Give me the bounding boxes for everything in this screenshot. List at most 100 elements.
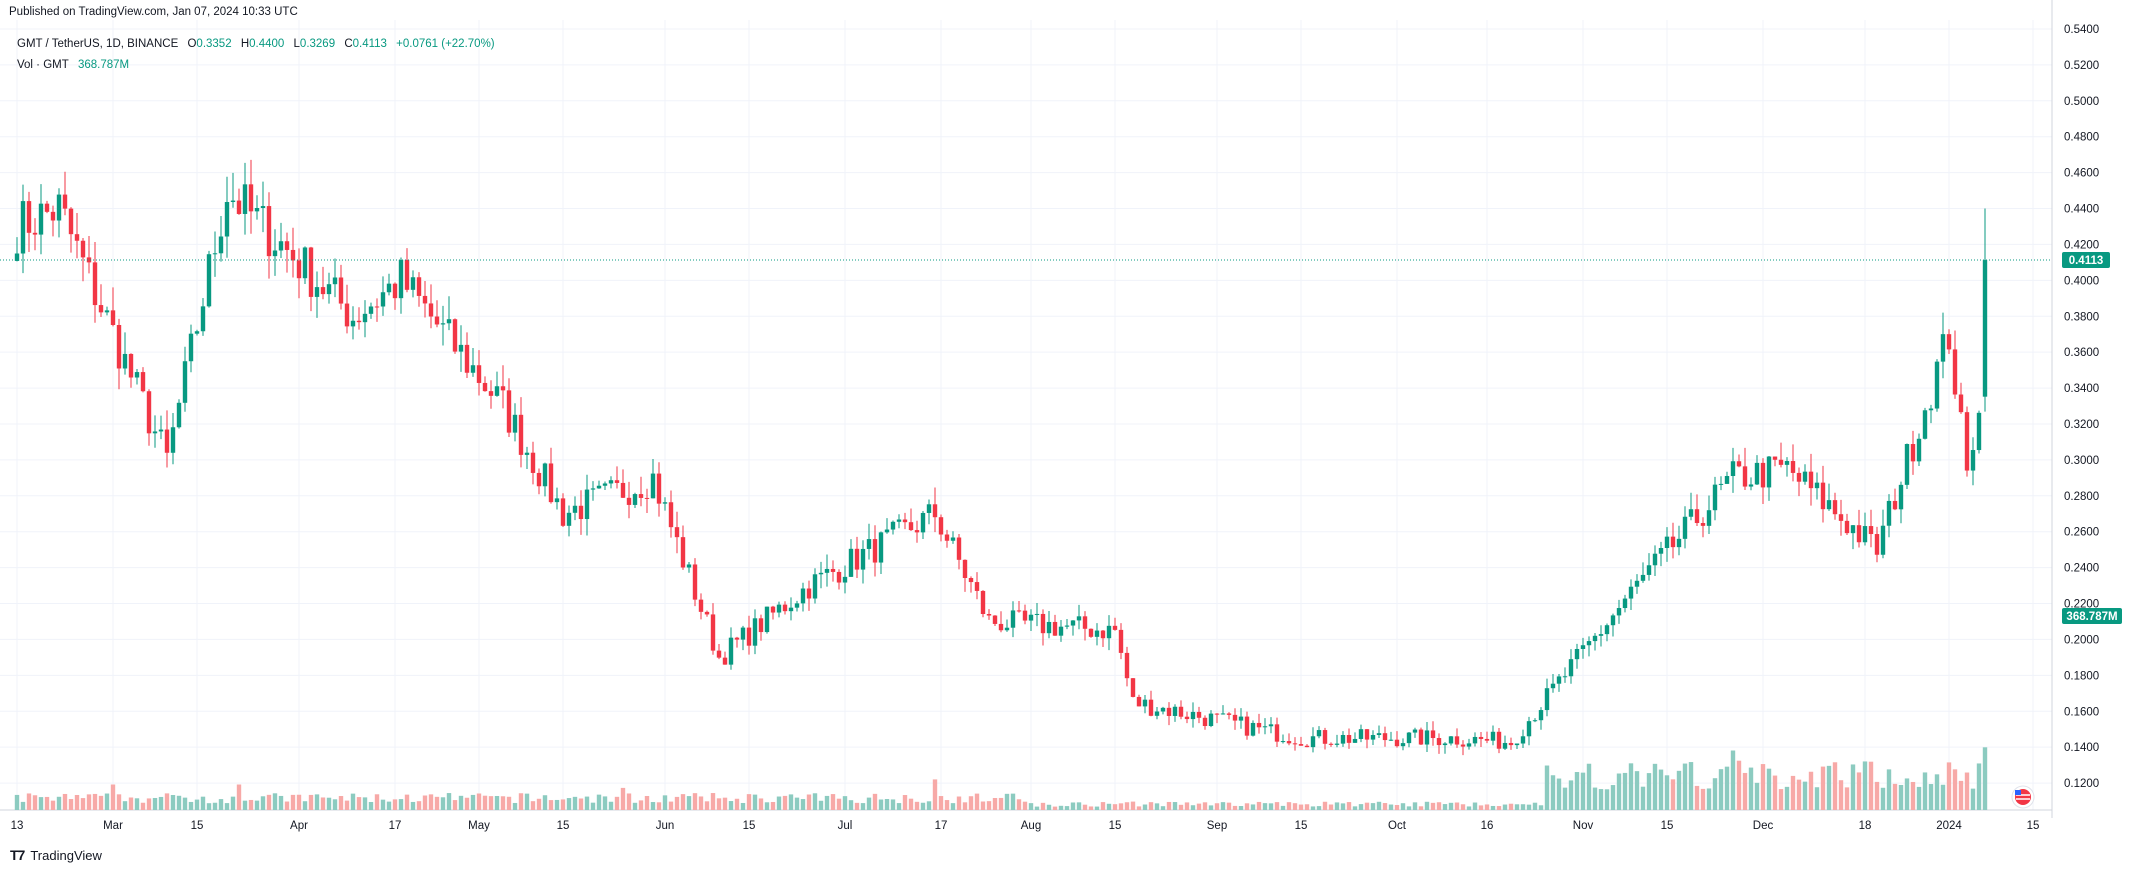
candle-body [1340, 734, 1346, 744]
volume-bar [716, 798, 722, 810]
candle-body [788, 607, 794, 612]
x-tick-label: Oct [1388, 820, 1407, 832]
candle-body [1802, 471, 1808, 482]
candle-body [686, 564, 692, 568]
candle-body [620, 482, 626, 498]
volume-bar [1664, 775, 1670, 810]
volume-bar [1892, 783, 1898, 810]
volume-bar [1478, 805, 1484, 810]
candle-body [608, 480, 614, 484]
candle-body [1076, 616, 1082, 621]
candle-body [1550, 683, 1556, 689]
candle-body [740, 627, 746, 640]
volume-value: 368.787M [77, 59, 130, 71]
candle-body [1970, 450, 1976, 471]
candle-body [1520, 736, 1526, 744]
candle-body [512, 414, 518, 433]
high-label: H [240, 38, 250, 50]
candle-body [1808, 471, 1814, 489]
volume-bar [920, 802, 926, 810]
volume-bar [224, 803, 230, 810]
x-tick-label: 17 [935, 820, 948, 832]
volume-bar [368, 801, 374, 810]
volume-bar [1118, 803, 1124, 810]
candle-body [1016, 610, 1022, 612]
volume-bar [1886, 769, 1892, 810]
volume-bar [752, 794, 758, 810]
symbol-label[interactable]: GMT / TetherUS, 1D, BINANCE [17, 38, 179, 50]
candle-body [1838, 514, 1844, 521]
volume-bar [848, 800, 854, 810]
volume-bar [110, 784, 116, 810]
candle-body [698, 599, 704, 612]
candle-body [1946, 334, 1952, 350]
volume-bar [1934, 774, 1940, 810]
volume-bar [626, 793, 632, 810]
volume-bar [92, 793, 98, 810]
candle-body [758, 618, 764, 633]
candle-body [44, 203, 50, 212]
candle-body [644, 497, 650, 499]
candle-body [506, 390, 512, 433]
volume-bar [1436, 802, 1442, 810]
candle-body [302, 247, 308, 279]
candle-body [440, 323, 446, 325]
candle-body [1358, 729, 1364, 739]
candle-body [20, 201, 26, 254]
volume-bar [440, 797, 446, 810]
candle-body [1070, 620, 1076, 626]
candle-body [860, 548, 866, 570]
candle-body [1682, 516, 1688, 539]
candle-body [590, 488, 596, 490]
volume-label[interactable]: Vol · GMT [17, 59, 69, 71]
volume-bar [1256, 801, 1262, 810]
candle-body [104, 310, 110, 313]
candle-body [1220, 713, 1226, 715]
candle-body [164, 429, 170, 453]
candle-body [962, 559, 968, 579]
candle-body [980, 590, 986, 615]
footer-brand[interactable]: T7 TradingView [10, 847, 102, 863]
volume-bar [776, 796, 782, 810]
volume-bar [308, 794, 314, 810]
volume-bar [194, 799, 200, 810]
volume-bar [1292, 803, 1298, 810]
volume-bar [1358, 804, 1364, 810]
candle-body [158, 429, 164, 432]
volume-bar [956, 796, 962, 810]
volume-bar [896, 803, 902, 810]
volume-bar [128, 797, 134, 810]
x-tick-label: 2024 [1936, 820, 1962, 832]
candle-body [200, 306, 206, 332]
candle-body [1472, 736, 1478, 744]
volume-bar [650, 802, 656, 810]
candle-body [1190, 711, 1196, 720]
volume-bar [1034, 806, 1040, 810]
candle-body [1034, 613, 1040, 615]
volume-bar [1760, 764, 1766, 810]
candle-body [662, 502, 668, 504]
candle-body [674, 527, 680, 538]
volume-bar [1688, 762, 1694, 810]
volume-bar [1274, 802, 1280, 810]
candle-body [1382, 733, 1388, 741]
candle-body [722, 657, 728, 665]
volume-bar [1226, 802, 1232, 810]
candle-body [1298, 744, 1304, 746]
candle-body [728, 637, 734, 665]
volume-bar [578, 798, 584, 810]
volume-bar [566, 798, 572, 810]
candle-body [536, 472, 542, 487]
candle-body [1850, 525, 1856, 534]
candle-body [326, 284, 332, 295]
volume-bar [644, 795, 650, 810]
volume-bar [1982, 747, 1988, 810]
x-tick-label: 13 [11, 820, 24, 832]
volume-bar [1556, 778, 1562, 810]
candle-body [1316, 730, 1322, 737]
candle-body [1250, 722, 1256, 736]
volume-bar [14, 794, 20, 810]
candle-body [596, 485, 602, 489]
volume-bar [140, 802, 146, 810]
